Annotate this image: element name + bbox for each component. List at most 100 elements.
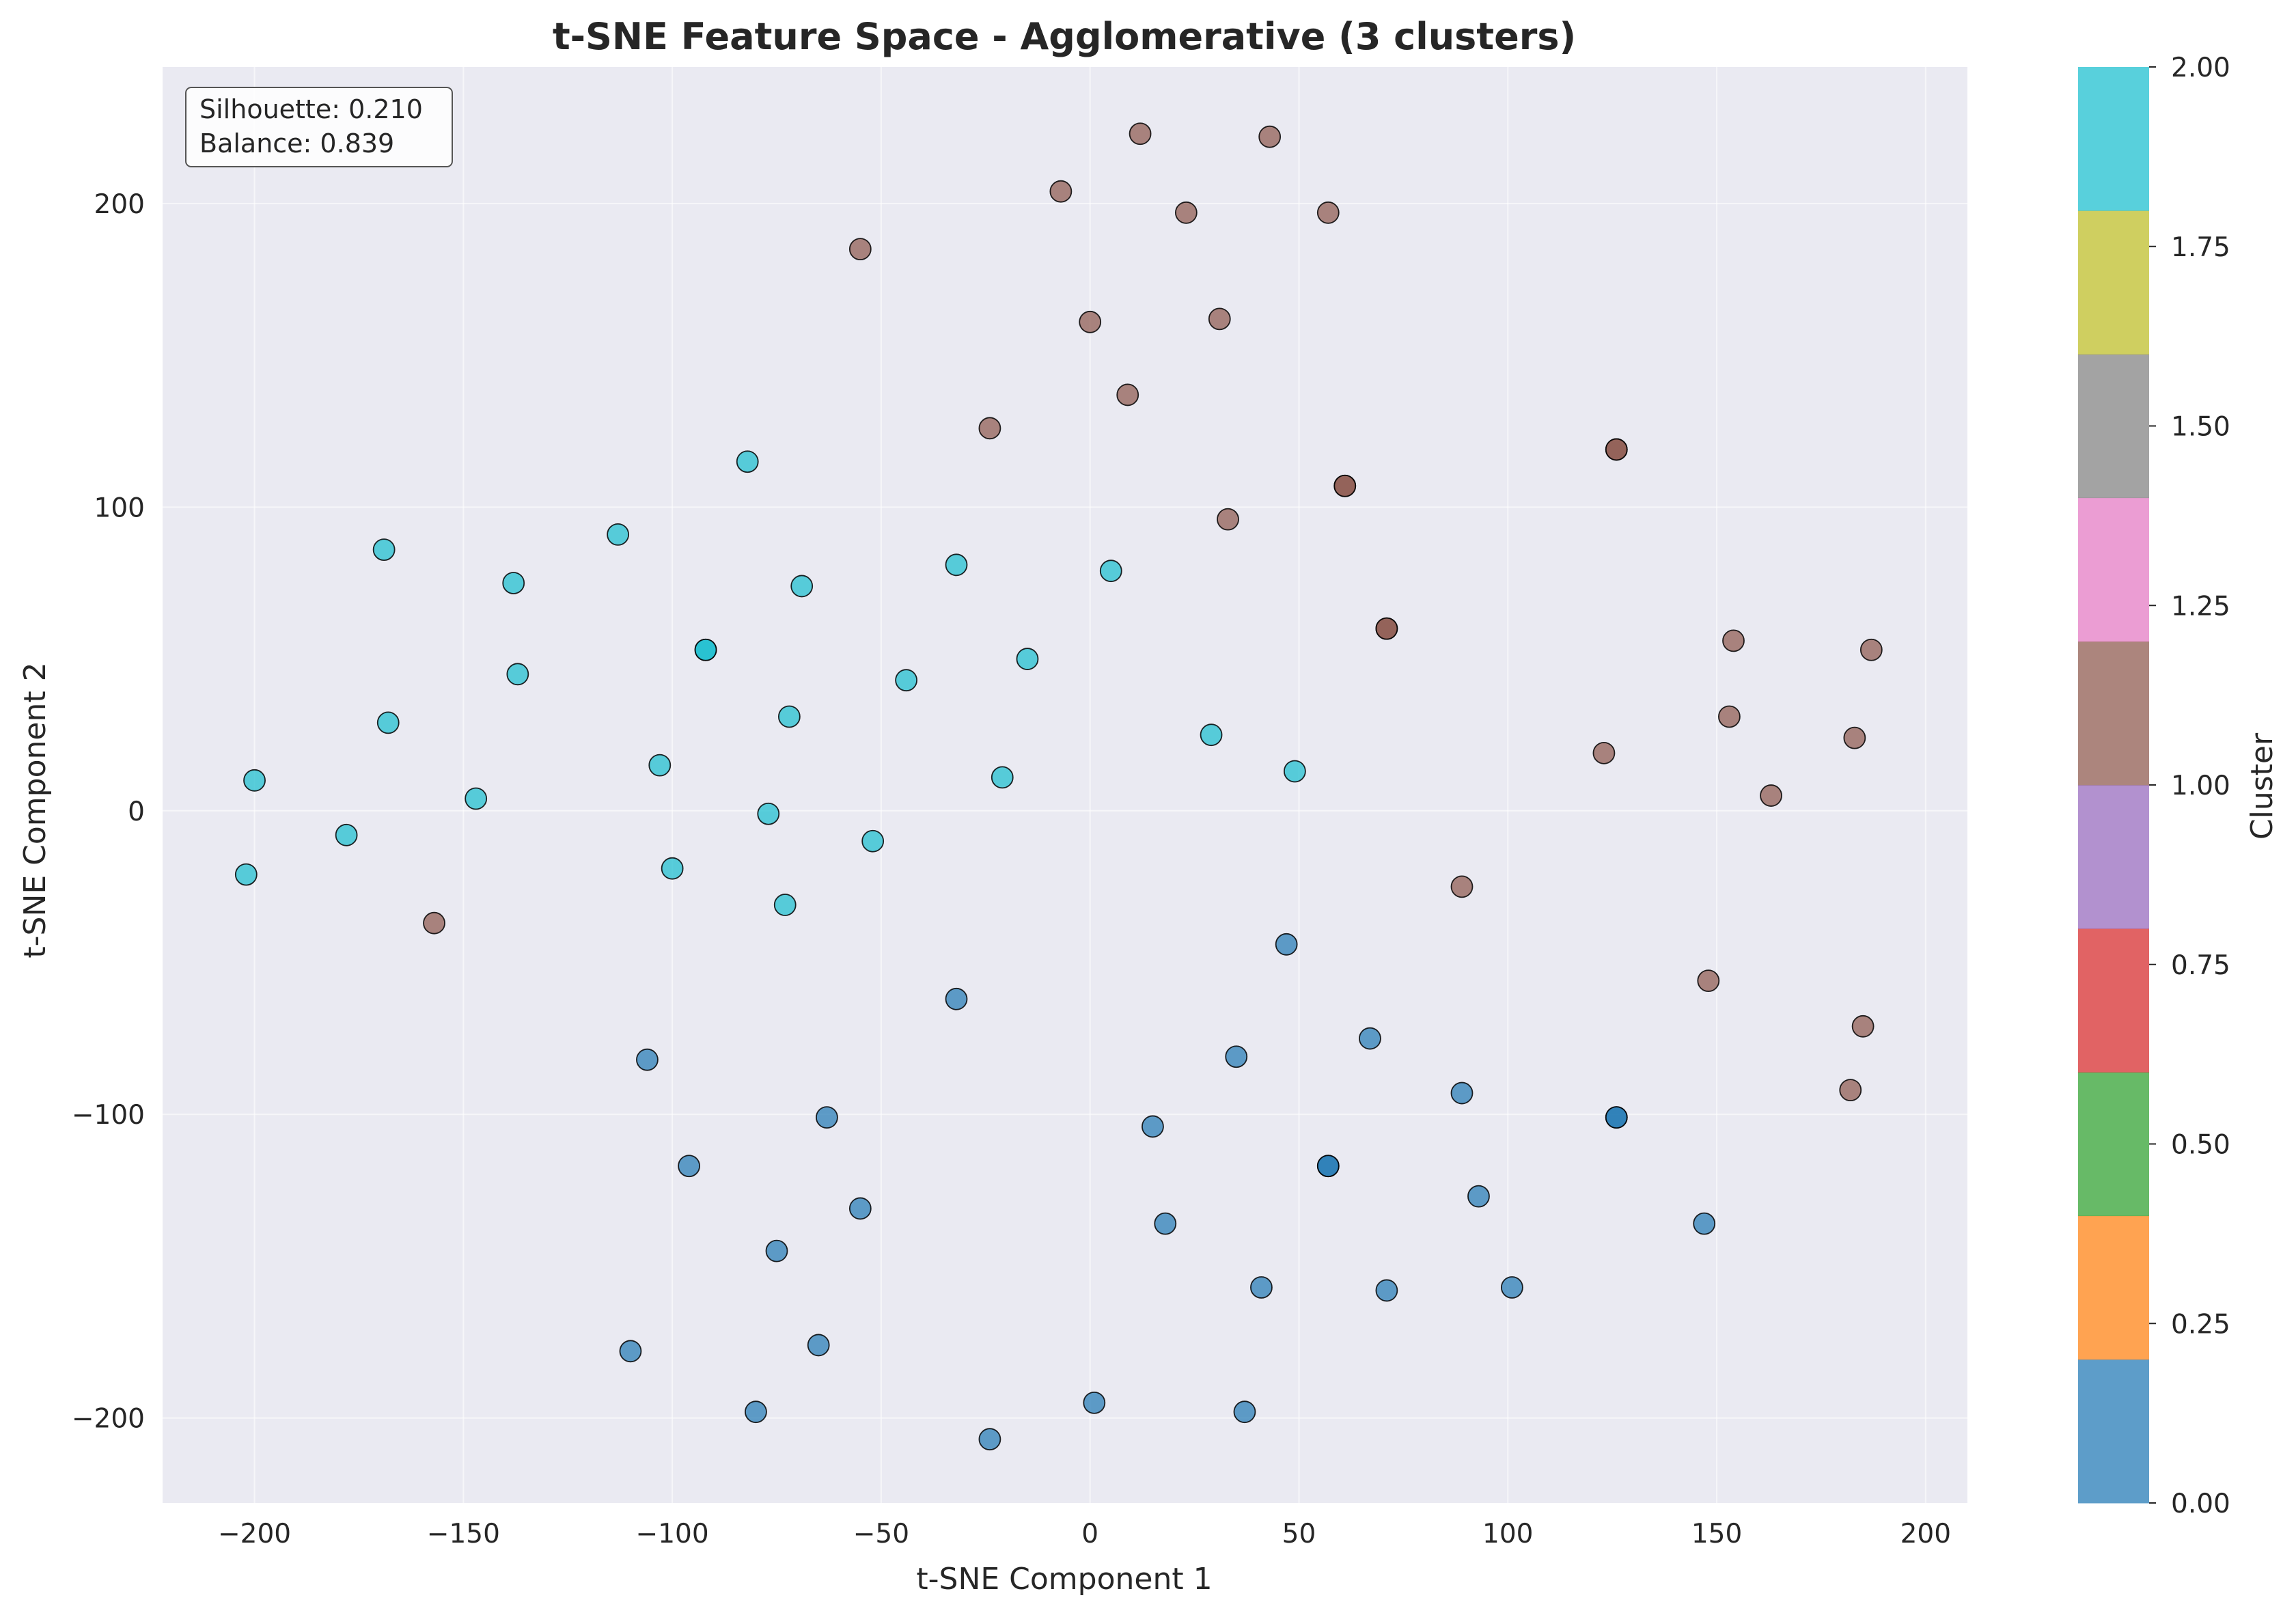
cluster-0-point xyxy=(1154,1212,1177,1235)
cluster-1-point xyxy=(1851,1014,1875,1038)
x-axis-label: t-SNE Component 1 xyxy=(916,1562,1212,1597)
cluster-2-point xyxy=(790,575,814,598)
cluster-1-point xyxy=(1697,969,1720,993)
cluster-2-point xyxy=(1200,723,1223,747)
cluster-0-point xyxy=(1450,1081,1474,1105)
cluster-0-point xyxy=(807,1334,830,1357)
cluster-1-point xyxy=(848,238,872,261)
plot-background xyxy=(163,67,1967,1503)
cluster-0-point xyxy=(1225,1045,1248,1068)
x-tick-label: 0 xyxy=(1081,1519,1098,1549)
cluster-2-point xyxy=(991,766,1014,789)
colorbar: 0.00 0.25 0.50 0.75 1.00 1.25 1.50 1.75 2.00 xyxy=(2078,53,2230,1519)
y-tick-label: −100 xyxy=(72,1100,145,1131)
x-tick-label: 150 xyxy=(1691,1519,1742,1549)
cluster-1-point xyxy=(1839,1079,1862,1102)
cluster-0-point xyxy=(848,1197,872,1220)
cluster-1-point xyxy=(1258,125,1282,148)
cluster-1-point xyxy=(1208,307,1231,331)
cluster-2-point xyxy=(773,894,797,916)
x-tick-label: −100 xyxy=(636,1519,709,1549)
colorbar-tick-label: 0.25 xyxy=(2171,1309,2230,1340)
cluster-0-point xyxy=(1500,1276,1523,1299)
cluster-2-point xyxy=(372,538,396,561)
cluster-0-point xyxy=(1693,1212,1716,1235)
annotation-line-silhouette: Silhouette: 0.210 xyxy=(199,94,423,124)
cluster-0-point xyxy=(1375,1279,1398,1302)
cluster-0-point xyxy=(1083,1391,1106,1414)
cluster-2-point xyxy=(777,705,801,728)
annotation-box xyxy=(185,87,453,167)
colorbar-tick-label: 0.75 xyxy=(2171,950,2230,981)
cluster-0-point xyxy=(619,1340,642,1363)
cluster-0-point xyxy=(678,1155,700,1178)
x-tick-label: −200 xyxy=(218,1519,291,1549)
colorbar-segment xyxy=(2078,1215,2149,1360)
cluster-0-point xyxy=(1142,1115,1164,1138)
cluster-1-point xyxy=(423,911,445,935)
y-tick-label: 100 xyxy=(94,493,145,523)
x-tick-label: 50 xyxy=(1282,1519,1316,1549)
cluster-1-point xyxy=(978,417,1001,440)
cluster-1-point xyxy=(1333,474,1357,497)
cluster-1-point xyxy=(1718,705,1741,728)
colorbar-segment xyxy=(2078,210,2149,355)
y-axis-ticks: −200 −100 0 100 200 xyxy=(72,189,145,1435)
cluster-0-point xyxy=(945,987,968,1010)
x-tick-label: 100 xyxy=(1482,1519,1533,1549)
cluster-2-point xyxy=(376,711,400,734)
x-tick-label: −150 xyxy=(427,1519,500,1549)
cluster-2-point xyxy=(465,787,488,810)
x-tick-label: 200 xyxy=(1900,1519,1951,1549)
cluster-2-point xyxy=(661,857,684,880)
cluster-2-point xyxy=(861,829,885,853)
cluster-2-point xyxy=(506,663,529,686)
cluster-0-point xyxy=(1359,1027,1381,1050)
cluster-2-point xyxy=(234,863,258,886)
colorbar-segment xyxy=(2078,785,2149,929)
cluster-1-point xyxy=(1116,383,1139,406)
colorbar-tick-label: 2.00 xyxy=(2171,53,2230,83)
cluster-2-point xyxy=(694,638,717,661)
cluster-0-point xyxy=(1605,1106,1628,1129)
cluster-1-point xyxy=(1217,508,1239,531)
chart-title: t-SNE Feature Space - Agglomerative (3 c… xyxy=(553,15,1576,58)
cluster-1-point xyxy=(1174,201,1198,224)
cluster-2-point xyxy=(243,769,266,792)
cluster-1-point xyxy=(1859,638,1883,661)
colorbar-segment xyxy=(2078,67,2149,211)
cluster-0-point xyxy=(765,1239,788,1262)
cluster-2-point xyxy=(1283,760,1306,783)
cluster-0-point xyxy=(1250,1276,1273,1299)
cluster-1-point xyxy=(1843,726,1866,749)
colorbar-segment xyxy=(2078,354,2149,499)
cluster-1-point xyxy=(1316,201,1340,224)
cluster-2-point xyxy=(1099,560,1122,583)
grid xyxy=(163,67,1967,1503)
cluster-0-point xyxy=(1275,933,1298,956)
cluster-1-point xyxy=(1129,122,1152,146)
cluster-0-point xyxy=(1467,1185,1490,1208)
cluster-2-point xyxy=(607,523,630,546)
cluster-0-point xyxy=(978,1428,1001,1451)
colorbar-tick-label: 1.00 xyxy=(2171,771,2230,801)
colorbar-tick-label: 0.00 xyxy=(2171,1489,2230,1519)
colorbar-tick-label: 1.50 xyxy=(2171,412,2230,443)
cluster-1-point xyxy=(1079,310,1102,333)
colorbar-tick-label: 1.75 xyxy=(2171,232,2230,263)
colorbar-segment xyxy=(2078,928,2149,1073)
cluster-2-point xyxy=(757,802,780,825)
metrics-annotation: Silhouette: 0.210 Balance: 0.839 xyxy=(185,87,453,167)
cluster-0-point xyxy=(1316,1155,1340,1178)
cluster-1-point xyxy=(1592,741,1616,764)
colorbar-tick-label: 1.25 xyxy=(2171,591,2230,622)
colorbar-segment xyxy=(2078,1359,2149,1504)
x-tick-label: −50 xyxy=(853,1519,909,1549)
cluster-2-point xyxy=(502,572,525,594)
cluster-0-point xyxy=(816,1106,838,1129)
colorbar-tick-label: 0.50 xyxy=(2171,1130,2230,1161)
y-axis-label: t-SNE Component 2 xyxy=(18,662,53,958)
cluster-2-point xyxy=(736,450,759,473)
y-tick-label: 200 xyxy=(94,189,145,220)
